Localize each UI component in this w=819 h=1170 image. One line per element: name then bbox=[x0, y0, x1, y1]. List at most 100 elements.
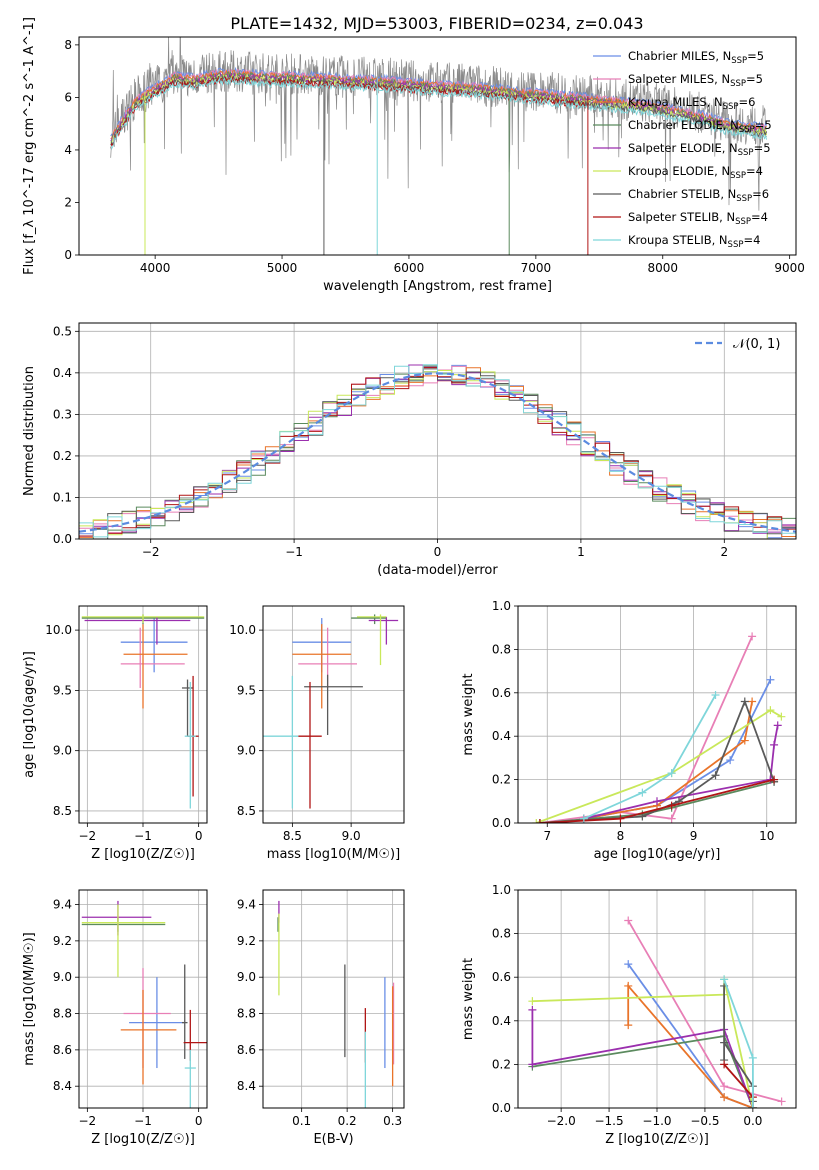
y-tick-label: 9.2 bbox=[53, 934, 72, 948]
x-axis-label: Z [log10(Z/Z☉)] bbox=[605, 1132, 709, 1147]
mass-weight-marker-1 bbox=[720, 1082, 729, 1091]
y-tick-label: 9.0 bbox=[53, 744, 72, 758]
legend-entry-4: Salpeter ELODIE, NSSP=5 bbox=[628, 141, 771, 158]
mass-weight-marker-5 bbox=[532, 819, 541, 823]
y-tick-label: 0.1 bbox=[53, 490, 72, 504]
legend-entry-6: Chabrier STELIB, NSSP=6 bbox=[628, 187, 769, 204]
x-tick-label: 2 bbox=[720, 545, 728, 559]
axes-frame bbox=[517, 605, 797, 824]
y-tick-label: 8 bbox=[64, 38, 72, 52]
y-tick-label: 0 bbox=[64, 248, 72, 262]
y-tick-label: 0.0 bbox=[492, 1101, 511, 1115]
y-tick-label: 1.0 bbox=[492, 883, 511, 897]
mass-weight-line-4 bbox=[531, 1009, 754, 1108]
y-tick-label: 4 bbox=[64, 143, 72, 157]
y-tick-label: 8.6 bbox=[53, 1043, 72, 1057]
mass-weight-marker-2 bbox=[624, 981, 633, 990]
y-tick-label: 0.6 bbox=[492, 686, 511, 700]
mass-weight-line-8 bbox=[583, 694, 717, 820]
spectrum-panel: 4000 5000 6000 7000 8000 9000 0 2 4 6 8 wavelength … bbox=[22, 17, 805, 294]
x-tick-label: −1.0 bbox=[642, 1114, 671, 1128]
mass-weight-line-2 bbox=[627, 983, 754, 1108]
x-tick-label: 0.3 bbox=[383, 1114, 402, 1128]
y-tick-label: 10.0 bbox=[229, 623, 256, 637]
y-tick-label: 9.5 bbox=[237, 683, 256, 697]
mass-weight-marker-8 bbox=[667, 769, 676, 778]
axes-frame bbox=[517, 889, 797, 1109]
x-tick-label: −2 bbox=[78, 1114, 96, 1128]
errorbars-group bbox=[81, 614, 205, 809]
mass-weight-marker-5 bbox=[766, 706, 775, 715]
mass-weight-marker-8 bbox=[711, 690, 720, 699]
x-tick-label: 0 bbox=[195, 829, 203, 843]
x-tick-label: −2.0 bbox=[547, 1114, 576, 1128]
normal-reference-curve bbox=[79, 372, 796, 533]
y-tick-label: 0.2 bbox=[53, 449, 72, 463]
x-tick-label: 5000 bbox=[267, 261, 298, 275]
errorbars-group bbox=[277, 900, 395, 1108]
y-tick-label: 0.2 bbox=[492, 1057, 511, 1071]
spectra-group bbox=[110, 37, 768, 255]
x-axis-label: age [log10(age/yr)] bbox=[594, 847, 721, 862]
legend-entry-5: Kroupa ELODIE, NSSP=4 bbox=[628, 164, 763, 181]
model-spectrum-line-8 bbox=[110, 76, 768, 150]
x-tick-label: 4000 bbox=[140, 261, 171, 275]
histograms-group bbox=[79, 364, 796, 539]
x-tick-label: −1 bbox=[285, 545, 303, 559]
y-tick-label: 8.5 bbox=[53, 804, 72, 818]
x-axis-label: mass [log10(M/M☉)] bbox=[267, 847, 400, 862]
y-axis-label: mass weight bbox=[461, 958, 476, 1040]
y-tick-label: 0.0 bbox=[492, 816, 511, 830]
mass-weight-marker-2 bbox=[748, 697, 757, 706]
mass-weight-line-5 bbox=[535, 709, 782, 823]
mass-weight-marker-6 bbox=[740, 697, 749, 706]
mass-weight-marker-4 bbox=[528, 1060, 537, 1069]
legend-entry-3: Chabrier ELODIE, NSSP=5 bbox=[628, 118, 772, 135]
mass-weight-marker-5 bbox=[528, 997, 537, 1006]
axes-frame bbox=[78, 889, 208, 1109]
x-tick-label: 9000 bbox=[774, 261, 805, 275]
mass-weight-marker-2 bbox=[624, 1021, 633, 1030]
y-tick-label: 0.6 bbox=[492, 970, 511, 984]
legend-entry-2: Kroupa MILES, NSSP=6 bbox=[628, 95, 755, 112]
x-tick-label: 6000 bbox=[394, 261, 425, 275]
legend-entry-8: Kroupa STELIB, NSSP=4 bbox=[628, 233, 760, 250]
mass-weight-marker-1 bbox=[777, 1097, 786, 1106]
model-spectrum-line-0 bbox=[110, 66, 768, 137]
mass-weight-marker-2 bbox=[740, 736, 749, 745]
x-tick-label: 0.2 bbox=[338, 1114, 357, 1128]
y-tick-label: 0.8 bbox=[492, 642, 511, 656]
x-tick-label: −0.5 bbox=[690, 1114, 719, 1128]
mass-weight-marker-1 bbox=[748, 632, 757, 641]
y-tick-label: 9.5 bbox=[53, 683, 72, 697]
mass-weight-marker-7 bbox=[535, 819, 544, 823]
mass-weight-marker-1 bbox=[667, 814, 676, 823]
y-tick-label: 0.4 bbox=[53, 366, 72, 380]
y-tick-label: 8.8 bbox=[237, 1007, 256, 1021]
x-axis-label: (data-model)/error bbox=[377, 563, 498, 578]
mass-weight-marker-6 bbox=[711, 771, 720, 780]
mass-weight-marker-5 bbox=[777, 712, 786, 721]
histogram-step-8 bbox=[79, 364, 796, 538]
y-axis-label: mass weight bbox=[461, 673, 476, 755]
age-vs-metallicity-panel: −2 −1 0 8.5 9.0 9.5 10.0 Z [log10(Z/Z☉)] age [lo… bbox=[22, 605, 208, 862]
mass-weight-marker-7 bbox=[720, 1060, 729, 1069]
y-tick-label: 9.2 bbox=[237, 934, 256, 948]
y-tick-label: 9.4 bbox=[53, 898, 72, 912]
y-tick-label: 10.0 bbox=[45, 623, 72, 637]
mass-weight-marker-0 bbox=[766, 675, 775, 684]
y-tick-label: 9.0 bbox=[237, 970, 256, 984]
y-tick-label: 2 bbox=[64, 195, 72, 209]
mass-weight-marker-8 bbox=[720, 975, 729, 984]
mass-weight-marker-0 bbox=[624, 960, 633, 969]
axes-frame bbox=[262, 605, 405, 824]
x-tick-label: 0.0 bbox=[743, 1114, 762, 1128]
y-tick-label: 8.8 bbox=[53, 1007, 72, 1021]
errorbars-group bbox=[263, 614, 399, 809]
x-tick-label: 7 bbox=[543, 829, 551, 843]
mass-vs-ebv-panel: 0.1 0.2 0.3 8.4 8.6 8.8 9.0 9.2 9.4 E(B-V) bbox=[237, 889, 405, 1147]
y-axis-label: Flux [f_λ 10^-17 erg cm^-2 s^-1 A^-1] bbox=[22, 17, 37, 275]
legend-entry-1: Salpeter MILES, NSSP=5 bbox=[628, 72, 763, 89]
x-tick-label: 1 bbox=[577, 545, 585, 559]
